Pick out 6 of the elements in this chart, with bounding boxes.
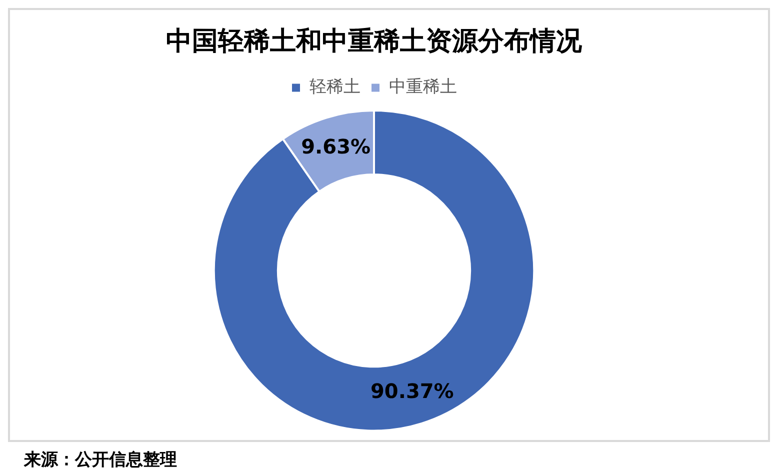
legend-label: 中重稀土 bbox=[389, 77, 457, 98]
source-note: 来源：公开信息整理 bbox=[24, 449, 177, 471]
data-label: 9.63% bbox=[301, 134, 371, 159]
chart-title: 中国轻稀土和中重稀土资源分布情况 bbox=[166, 26, 583, 56]
legend-label: 轻稀土 bbox=[310, 77, 360, 98]
data-label: 90.37% bbox=[370, 379, 454, 404]
